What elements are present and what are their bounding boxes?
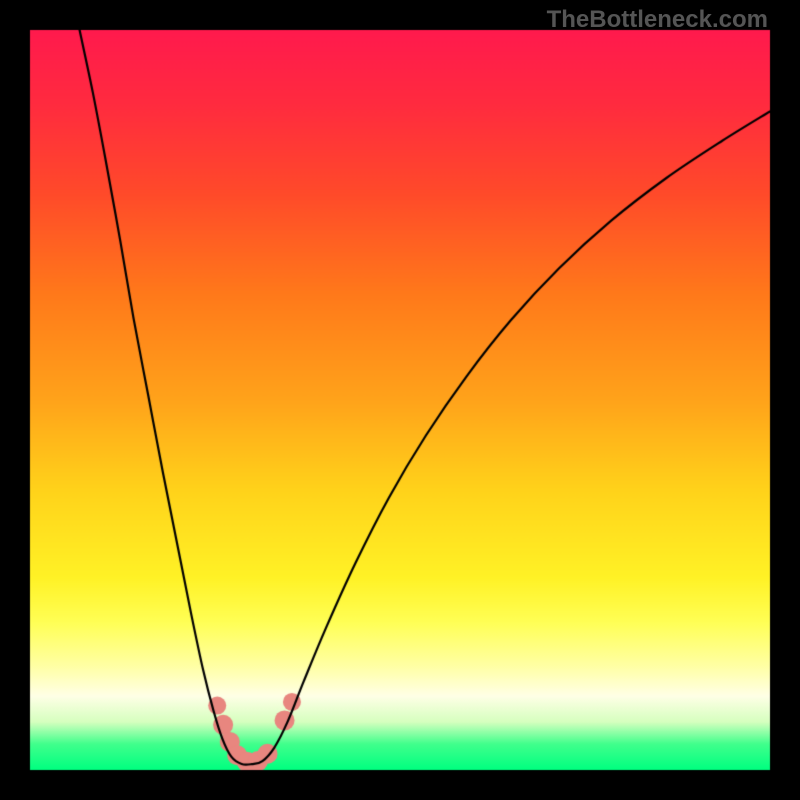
bottleneck-curve-chart (0, 0, 800, 800)
chart-stage: TheBottleneck.com (0, 0, 800, 800)
